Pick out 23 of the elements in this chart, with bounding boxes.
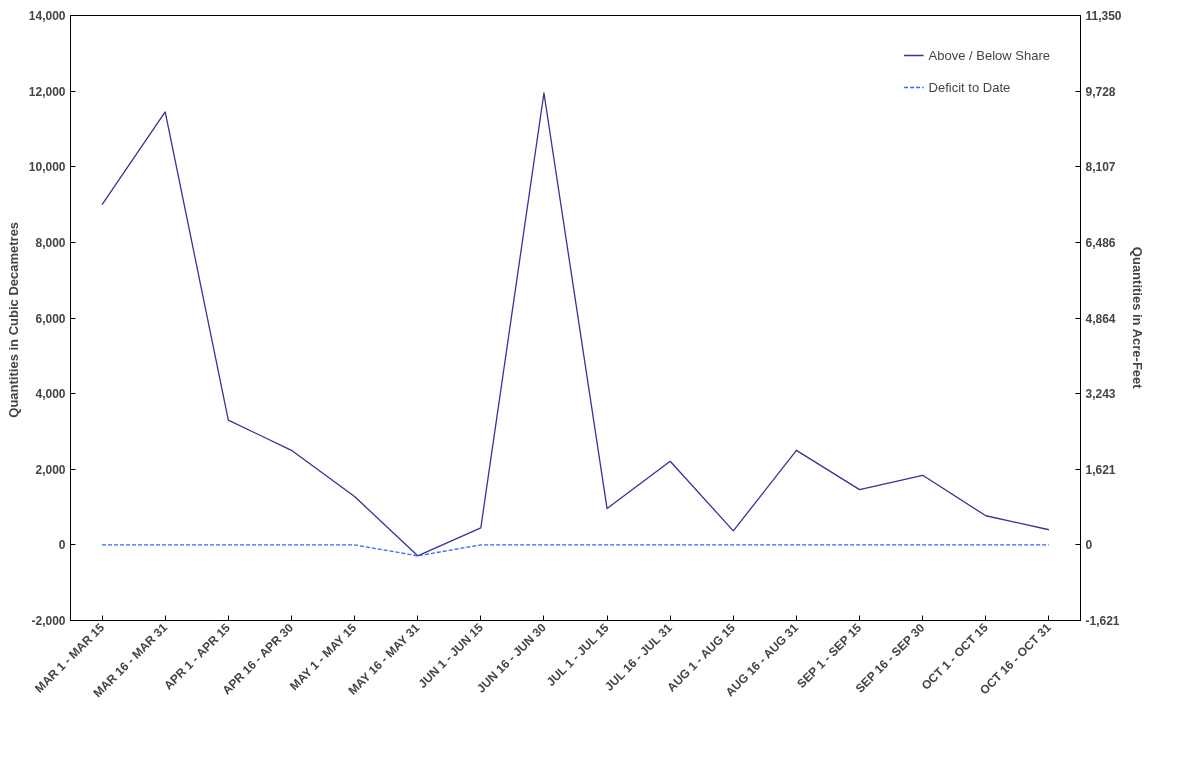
y-tick-label: 0 — [58, 538, 66, 553]
y-tick-label: 12,000 — [28, 84, 66, 99]
y-tick-label: 14,000 — [28, 9, 66, 23]
y-tick-label: -2,000 — [31, 614, 66, 628]
legend-label: Deficit to Date — [928, 79, 1011, 95]
y-tick-label: 8,000 — [35, 235, 66, 250]
y-tick-label: 6,000 — [35, 311, 66, 326]
y2-tick-label: 0 — [1085, 538, 1093, 553]
y2-tick-label: 8,107 — [1085, 160, 1116, 175]
legend-label: Above / Below Share — [928, 47, 1050, 63]
y2-tick-label: -1,621 — [1085, 614, 1120, 628]
y2-tick-label: 6,486 — [1085, 235, 1116, 250]
y2-axis-title: Quantities in Acre-Feet — [1129, 246, 1145, 390]
y2-tick-label: 3,243 — [1085, 387, 1116, 402]
y2-tick-label: 9,728 — [1085, 84, 1116, 99]
y-axis-title: Quantities in Cubic Decametres — [5, 221, 21, 418]
y-tick-label: 4,000 — [35, 387, 66, 402]
y2-tick-label: 11,350 — [1085, 9, 1122, 23]
y-tick-label: 10,000 — [28, 160, 66, 175]
y-tick-label: 2,000 — [35, 462, 66, 477]
y2-tick-label: 1,621 — [1085, 462, 1116, 477]
y2-tick-label: 4,864 — [1085, 311, 1116, 326]
line-series — [101, 92, 1050, 557]
